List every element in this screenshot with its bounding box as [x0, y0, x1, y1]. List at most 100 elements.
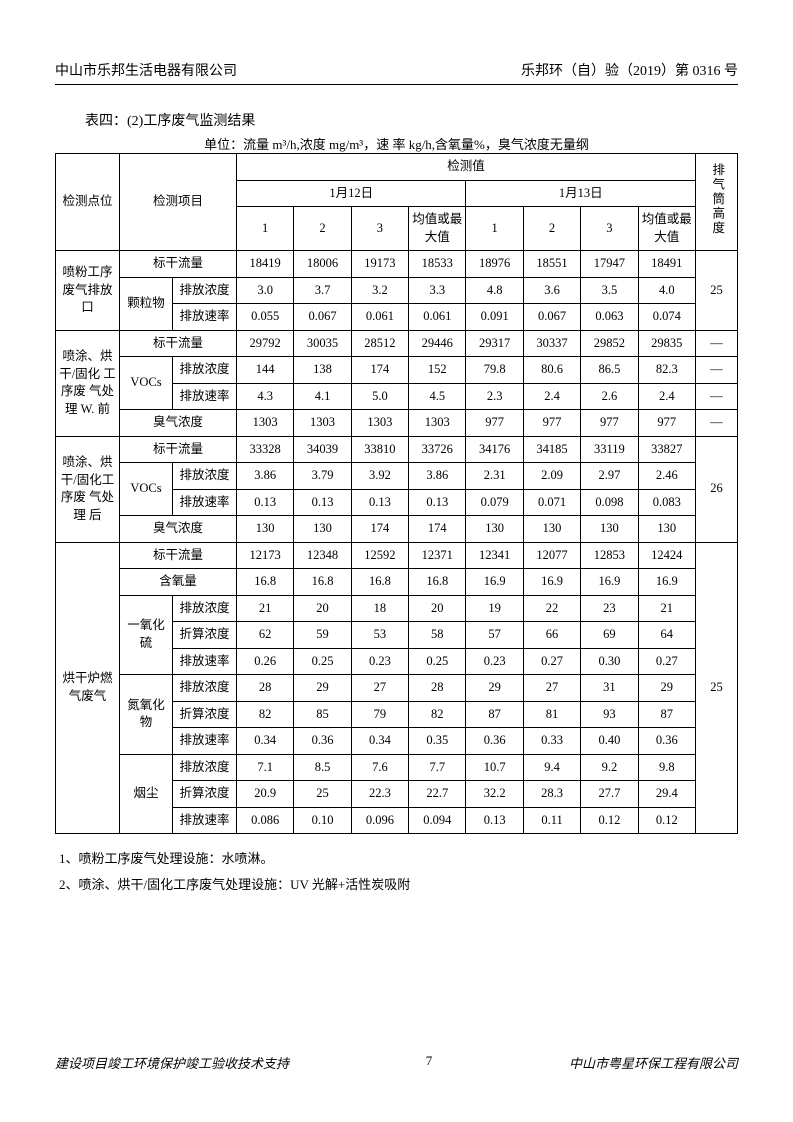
- cell-value: 82: [236, 701, 293, 728]
- cell-value: 130: [236, 516, 293, 543]
- cell-value: 28.3: [523, 781, 580, 808]
- cell-value: 0.11: [523, 807, 580, 834]
- cell-value: 57: [466, 622, 523, 649]
- cell-point: 喷涂、烘干/固化 工序废 气处理 W. 前: [56, 330, 120, 436]
- cell-value: 79: [351, 701, 408, 728]
- cell-value: 19: [466, 595, 523, 622]
- cell-value: 22.3: [351, 781, 408, 808]
- cell-value: 3.6: [523, 277, 580, 304]
- table-head: 检测点位 检测项目 检测值 排气筒高度 1月12日 1月13日 1 2 3 均值…: [56, 154, 738, 251]
- cell-subparam: 排放浓度: [172, 675, 236, 702]
- cell-value: 18551: [523, 251, 580, 278]
- cell-value: 2.09: [523, 463, 580, 490]
- th-c3b: 3: [581, 207, 638, 251]
- cell-value: 19173: [351, 251, 408, 278]
- table-row: 烘干炉燃气废气标干流量12173123481259212371123411207…: [56, 542, 738, 569]
- cell-value: 977: [466, 410, 523, 437]
- cell-subparam: 折算浓度: [172, 622, 236, 649]
- cell-subparam: 排放浓度: [172, 463, 236, 490]
- cell-value: 69: [581, 622, 638, 649]
- cell-value: 0.094: [409, 807, 466, 834]
- cell-value: 3.3: [409, 277, 466, 304]
- cell-subparam: 排放速率: [172, 648, 236, 675]
- notes: 1、喷粉工序废气处理设施：水喷淋。 2、喷涂、烘干/固化工序废气处理设施：UV …: [55, 846, 738, 898]
- cell-value: 130: [638, 516, 695, 543]
- cell-value: 1303: [409, 410, 466, 437]
- cell-value: 3.86: [236, 463, 293, 490]
- cell-value: 0.083: [638, 489, 695, 516]
- cell-point: 喷粉工序废气排放口: [56, 251, 120, 331]
- cell-value: 10.7: [466, 754, 523, 781]
- cell-value: 18006: [294, 251, 351, 278]
- cell-subparam: 排放速率: [172, 807, 236, 834]
- cell-value: 16.9: [581, 569, 638, 596]
- cell-value: 64: [638, 622, 695, 649]
- cell-value: 12853: [581, 542, 638, 569]
- header-right: 乐邦环（自）验（2019）第 0316 号: [521, 60, 738, 80]
- cell-value: 0.23: [351, 648, 408, 675]
- cell-value: 20.9: [236, 781, 293, 808]
- cell-value: 0.098: [581, 489, 638, 516]
- cell-value: 977: [638, 410, 695, 437]
- cell-value: 12341: [466, 542, 523, 569]
- cell-value: 0.26: [236, 648, 293, 675]
- cell-subparam: 排放速率: [172, 728, 236, 755]
- cell-value: 12592: [351, 542, 408, 569]
- cell-value: 0.25: [294, 648, 351, 675]
- cell-value: 130: [466, 516, 523, 543]
- cell-value: 29: [466, 675, 523, 702]
- cell-value: 16.9: [638, 569, 695, 596]
- th-c3a: 3: [351, 207, 408, 251]
- cell-value: 29317: [466, 330, 523, 357]
- cell-value: 1303: [236, 410, 293, 437]
- cell-value: 0.12: [581, 807, 638, 834]
- cell-value: 7.7: [409, 754, 466, 781]
- cell-value: 4.3: [236, 383, 293, 410]
- cell-value: 174: [351, 516, 408, 543]
- cell-value: 21: [236, 595, 293, 622]
- table-row: 一氧化硫排放浓度2120182019222321: [56, 595, 738, 622]
- cell-param: 臭气浓度: [120, 410, 237, 437]
- cell-value: 174: [351, 357, 408, 384]
- cell-value: 0.13: [236, 489, 293, 516]
- cell-value: 33119: [581, 436, 638, 463]
- cell-value: 23: [581, 595, 638, 622]
- th-avgb: 均值或最大值: [638, 207, 695, 251]
- cell-value: 32.2: [466, 781, 523, 808]
- cell-param: 标干流量: [120, 251, 237, 278]
- cell-value: 2.6: [581, 383, 638, 410]
- cell-value: 0.13: [466, 807, 523, 834]
- cell-value: 0.067: [523, 304, 580, 331]
- cell-value: 66: [523, 622, 580, 649]
- cell-value: 3.79: [294, 463, 351, 490]
- cell-value: 29792: [236, 330, 293, 357]
- cell-value: 130: [581, 516, 638, 543]
- cell-value: 29446: [409, 330, 466, 357]
- cell-value: 5.0: [351, 383, 408, 410]
- cell-value: 20: [294, 595, 351, 622]
- cell-value: 0.079: [466, 489, 523, 516]
- cell-value: 16.9: [523, 569, 580, 596]
- cell-value: 62: [236, 622, 293, 649]
- cell-value: 34176: [466, 436, 523, 463]
- cell-value: 33726: [409, 436, 466, 463]
- table-row: 臭气浓度1303130313031303977977977977—: [56, 410, 738, 437]
- cell-value: 12424: [638, 542, 695, 569]
- cell-value: 87: [638, 701, 695, 728]
- th-values: 检测值: [236, 154, 695, 181]
- table-caption: 表四：(2)工序废气监测结果: [85, 110, 738, 130]
- cell-param: 臭气浓度: [120, 516, 237, 543]
- cell-value: 1303: [294, 410, 351, 437]
- cell-value: 130: [294, 516, 351, 543]
- cell-value: 18533: [409, 251, 466, 278]
- cell-param: 含氧量: [120, 569, 237, 596]
- cell-value: 85: [294, 701, 351, 728]
- cell-value: 0.35: [409, 728, 466, 755]
- cell-value: 27.7: [581, 781, 638, 808]
- cell-subparam: 排放浓度: [172, 277, 236, 304]
- cell-value: 16.8: [351, 569, 408, 596]
- cell-value: 130: [523, 516, 580, 543]
- cell-subparam: 折算浓度: [172, 781, 236, 808]
- cell-value: 7.6: [351, 754, 408, 781]
- cell-value: 4.8: [466, 277, 523, 304]
